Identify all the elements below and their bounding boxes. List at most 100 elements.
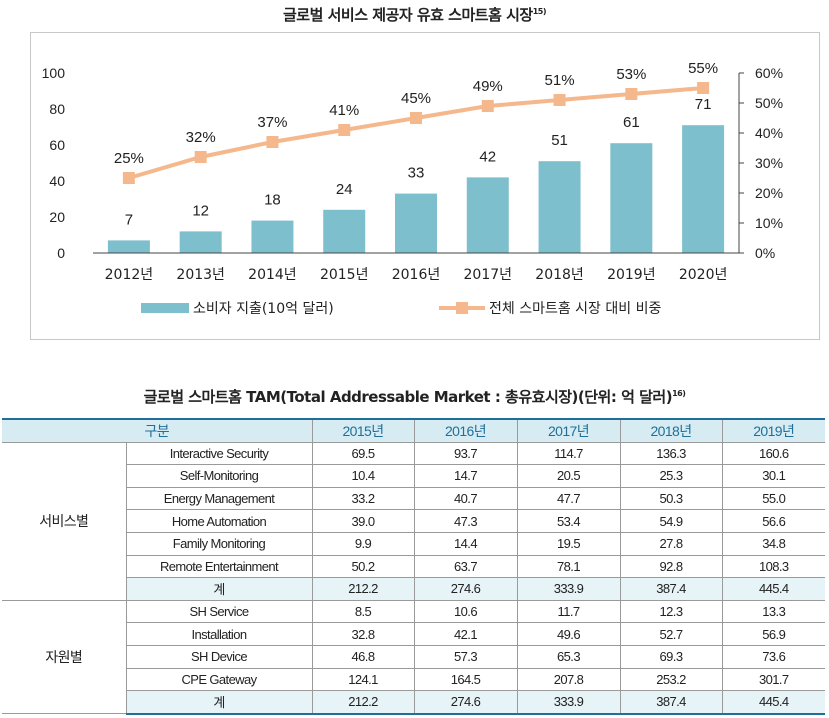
- table-cell: 57.3: [413, 644, 518, 669]
- x-tick-label: 2015년: [320, 267, 369, 283]
- table-total-row: 계 212.2 274.6 333.9 387.4 445.4: [2, 690, 825, 715]
- y-right-tick-label: 30%: [755, 155, 783, 171]
- bar-value-label: 42: [479, 148, 496, 165]
- table-row: 자원별 SH Service 8.5 10.6 11.7 12.3 13.3: [2, 599, 825, 715]
- x-tick-label: 2014년: [248, 267, 297, 283]
- table-cell: 50.2: [311, 554, 415, 579]
- header-year: 2017년: [516, 417, 621, 443]
- table-cell: 69.3: [619, 644, 723, 669]
- table-cell: 55.0: [721, 486, 825, 511]
- table-cell: 11.7: [516, 599, 621, 624]
- table-cell: 333.9: [516, 577, 621, 601]
- table-row-label: 계: [126, 690, 313, 715]
- table-cell: 387.4: [619, 690, 723, 715]
- x-tick-label: 2012년: [105, 267, 154, 283]
- table-cell: 14.4: [413, 531, 518, 556]
- y-right-tick-label: 0%: [755, 245, 775, 261]
- table-cell: 212.2: [311, 577, 415, 601]
- combo-chart: 0 20 40 60 80 100 0% 10% 20% 30% 40% 50% 60% 7 12 18 24 3…: [42, 60, 783, 317]
- table-group-label: 자원별: [2, 599, 127, 715]
- table-cell: 42.1: [413, 622, 518, 646]
- line-value-label: 53%: [616, 66, 646, 83]
- bar: [107, 240, 150, 253]
- table-row-label: CPE Gateway: [126, 667, 313, 692]
- table-cell: 33.2: [311, 486, 415, 511]
- table-cell: 108.3: [721, 554, 825, 579]
- tam-table: 구분 2015년 2016년 2017년 2018년 2019년 서비스별 Int…: [2, 417, 825, 715]
- table-cell: 46.8: [311, 644, 415, 669]
- table-cell: 25.3: [619, 464, 723, 488]
- table-cell: 274.6: [413, 577, 518, 601]
- table-cell: 13.3: [721, 599, 825, 624]
- header-year: 2018년: [619, 417, 723, 443]
- bar-value-label: 7: [125, 211, 133, 228]
- table-cell: 65.3: [516, 644, 621, 669]
- x-tick-label: 2019년: [607, 267, 656, 283]
- y-left-tick-label: 60: [49, 137, 65, 153]
- bar-value-label: 61: [623, 114, 640, 131]
- legend-bar-label: 소비자 지출(10억 달러): [193, 301, 334, 317]
- bar: [395, 193, 437, 253]
- table-cell: 10.6: [413, 599, 518, 624]
- table-row-label: Remote Entertainment: [126, 554, 313, 579]
- line-point: [194, 151, 207, 163]
- table-cell: 63.7: [413, 554, 518, 579]
- legend-bar-swatch: [141, 303, 189, 313]
- table-row: Home Automation 39.0 47.3 53.4 54.9 56.6: [2, 509, 825, 533]
- table-cell: 34.8: [721, 531, 825, 556]
- table-row: CPE Gateway 124.1 164.5 207.8 253.2 301.7: [2, 667, 825, 692]
- line-value-label: 25%: [114, 150, 144, 167]
- table-cell: 69.5: [311, 441, 415, 466]
- table-cell: 47.7: [516, 486, 621, 511]
- y-left-tick-label: 80: [49, 101, 65, 117]
- table-cell: 136.3: [619, 441, 723, 466]
- line-point: [338, 124, 351, 136]
- header-year: 2016년: [413, 417, 518, 443]
- line-point: [410, 112, 422, 124]
- table-cell: 49.6: [516, 622, 621, 646]
- table-row: Self-Monitoring 10.4 14.7 20.5 25.3 30.1: [2, 464, 825, 488]
- table-row: Installation 32.8 42.1 49.6 52.7 56.9: [2, 622, 825, 646]
- legend-line-marker: [456, 302, 468, 314]
- table-cell: 78.1: [516, 554, 621, 579]
- line-value-label: 41%: [329, 102, 359, 119]
- table-cell: 301.7: [721, 667, 825, 692]
- bar-value-label: 71: [695, 96, 712, 113]
- table-cell: 30.1: [721, 464, 825, 488]
- table-cell: 212.2: [311, 690, 415, 715]
- x-tick-label: 2013년: [176, 267, 225, 283]
- table-cell: 73.6: [721, 644, 825, 669]
- table-cell: 32.8: [311, 622, 415, 646]
- table-cell: 124.1: [311, 667, 415, 692]
- line-point: [266, 136, 279, 148]
- table-cell: 40.7: [413, 486, 518, 511]
- table-row-label: Home Automation: [126, 509, 313, 533]
- table-group-label: 서비스별: [2, 441, 127, 601]
- y-left-tick-label: 100: [42, 65, 66, 81]
- table-row: SH Device 46.8 57.3 65.3 69.3 73.6: [2, 644, 825, 669]
- table-cell: 387.4: [619, 577, 723, 601]
- table-title-footnote: 16): [672, 389, 686, 398]
- y-right-tick-label: 50%: [755, 95, 783, 111]
- chart-title-footnote: 15): [532, 7, 547, 16]
- table-cell: 114.7: [516, 441, 621, 466]
- bar: [538, 161, 581, 253]
- bar: [610, 143, 653, 253]
- table-cell: 39.0: [311, 509, 415, 533]
- bar: [466, 177, 509, 253]
- table-row-label: Interactive Security: [125, 441, 313, 466]
- table-cell: 274.6: [413, 690, 518, 715]
- table-cell: 19.5: [516, 531, 621, 556]
- line-point: [697, 82, 710, 94]
- table-cell: 92.8: [619, 554, 723, 579]
- table-cell: 52.7: [619, 622, 723, 646]
- table-header-row: 구분 2015년 2016년 2017년 2018년 2019년: [2, 417, 825, 443]
- table-cell: 207.8: [516, 667, 621, 692]
- table-row-label: Installation: [126, 622, 313, 646]
- bar: [323, 209, 366, 253]
- table-cell: 27.8: [619, 531, 723, 556]
- table-cell: 93.7: [413, 441, 518, 466]
- table-cell: 50.3: [619, 486, 723, 511]
- x-tick-label: 2017년: [464, 267, 513, 283]
- table-cell: 12.3: [619, 599, 723, 624]
